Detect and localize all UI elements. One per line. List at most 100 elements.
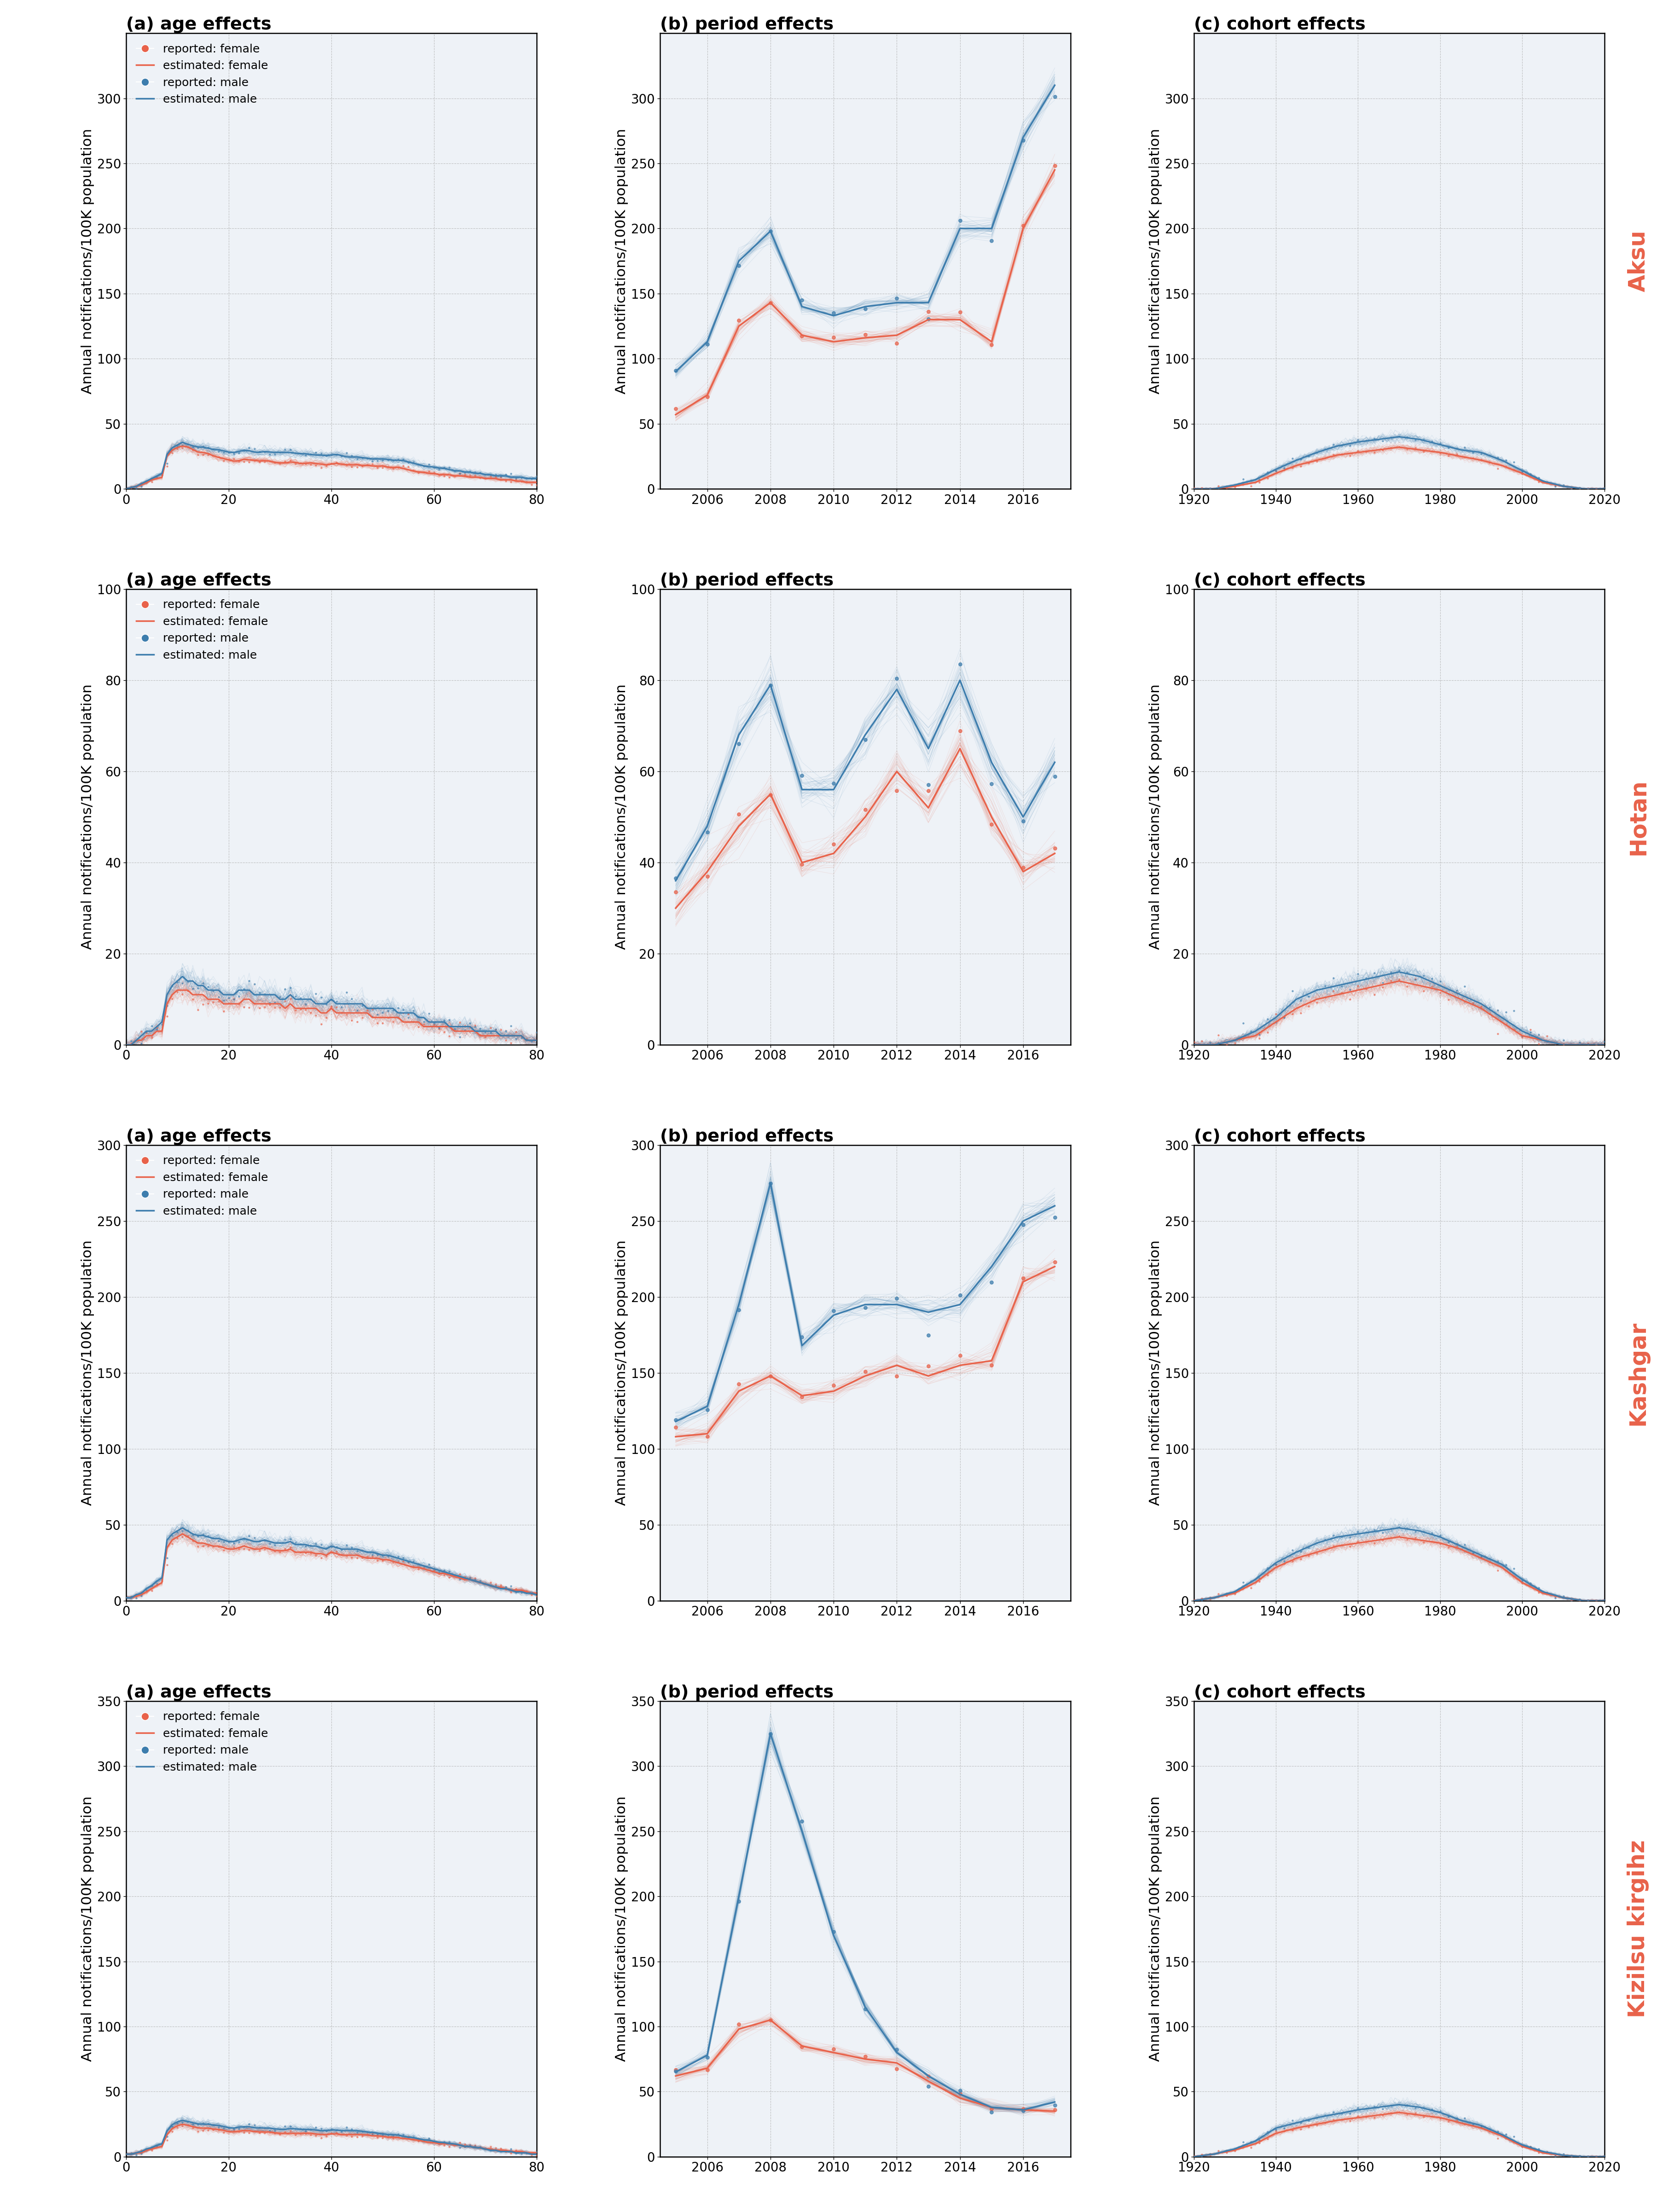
Point	[517, 460, 544, 495]
Point	[1477, 1544, 1504, 1579]
Point	[375, 1000, 402, 1035]
Point	[1205, 469, 1231, 504]
Point	[333, 1528, 360, 1564]
Point	[1320, 438, 1347, 473]
Point	[1238, 1013, 1265, 1048]
Point	[195, 1517, 222, 1553]
Point	[517, 1575, 544, 1610]
Point	[946, 646, 973, 681]
Point	[312, 1531, 339, 1566]
Point	[370, 1537, 396, 1573]
Point	[360, 2117, 386, 2152]
Point	[128, 2132, 155, 2168]
Point	[492, 2132, 519, 2168]
Point	[118, 471, 144, 507]
Point	[452, 1559, 479, 1595]
Point	[1369, 431, 1396, 467]
Point	[158, 2108, 185, 2143]
Point	[312, 1000, 339, 1035]
Point	[385, 442, 412, 478]
Text: Aksu: Aksu	[1626, 230, 1650, 292]
Point	[1517, 1566, 1544, 1601]
Point	[852, 316, 879, 352]
Point	[472, 1566, 499, 1601]
Point	[694, 378, 721, 414]
Point	[492, 462, 519, 498]
Point	[1452, 1533, 1478, 1568]
Point	[302, 998, 329, 1033]
Point	[1509, 1018, 1536, 1053]
Point	[1410, 973, 1436, 1009]
Point	[1262, 453, 1289, 489]
Point	[492, 2135, 519, 2170]
Point	[517, 1024, 544, 1060]
Point	[487, 1571, 514, 1606]
Point	[1443, 975, 1470, 1011]
Point	[235, 962, 262, 998]
Point	[165, 429, 192, 465]
Point	[1403, 422, 1430, 458]
Point	[215, 434, 242, 469]
Point	[1477, 1540, 1504, 1575]
Point	[312, 987, 339, 1022]
Point	[1566, 1024, 1593, 1060]
Point	[370, 2119, 396, 2154]
Point	[1213, 1026, 1240, 1062]
Point	[517, 467, 544, 502]
Point	[1452, 1526, 1478, 1562]
Point	[662, 1402, 689, 1438]
Point	[195, 1528, 222, 1564]
Point	[272, 445, 299, 480]
Point	[497, 456, 524, 491]
Point	[175, 973, 202, 1009]
Point	[1352, 422, 1379, 458]
Point	[1483, 993, 1510, 1029]
Point	[978, 1347, 1005, 1382]
Point	[143, 460, 170, 495]
Point	[230, 2108, 257, 2143]
Point	[1295, 2104, 1322, 2139]
Point	[267, 2117, 294, 2152]
Point	[1344, 956, 1371, 991]
Point	[420, 1006, 447, 1042]
Point	[333, 447, 360, 482]
Point	[1230, 462, 1257, 498]
Point	[267, 447, 294, 482]
Point	[1247, 1564, 1273, 1599]
Point	[153, 1540, 180, 1575]
Point	[482, 458, 509, 493]
Point	[1403, 429, 1430, 465]
Point	[788, 283, 815, 319]
Point	[1460, 1535, 1487, 1571]
Point	[123, 1022, 150, 1057]
Point	[477, 1011, 504, 1046]
Point	[190, 438, 217, 473]
Point	[165, 431, 192, 467]
Point	[452, 2126, 479, 2161]
Point	[277, 2112, 304, 2148]
Point	[1525, 2135, 1552, 2170]
Point	[430, 449, 457, 484]
Point	[1483, 1553, 1510, 1588]
Point	[1443, 431, 1470, 467]
Point	[297, 1528, 324, 1564]
Point	[267, 1526, 294, 1562]
Point	[1213, 469, 1240, 504]
Point	[528, 2137, 554, 2172]
Point	[522, 1031, 549, 1066]
Point	[1534, 465, 1561, 500]
Point	[442, 1011, 469, 1046]
Point	[852, 292, 879, 327]
Point	[517, 1031, 544, 1066]
Point	[1551, 469, 1578, 504]
Point	[1221, 1024, 1248, 1060]
Point	[1583, 1033, 1609, 1068]
Point	[360, 1000, 386, 1035]
Point	[1262, 995, 1289, 1031]
Point	[390, 449, 417, 484]
Point	[1196, 471, 1223, 507]
Point	[1304, 1526, 1331, 1562]
Point	[138, 1573, 165, 1608]
Point	[1492, 2119, 1519, 2154]
Point	[328, 2115, 354, 2150]
